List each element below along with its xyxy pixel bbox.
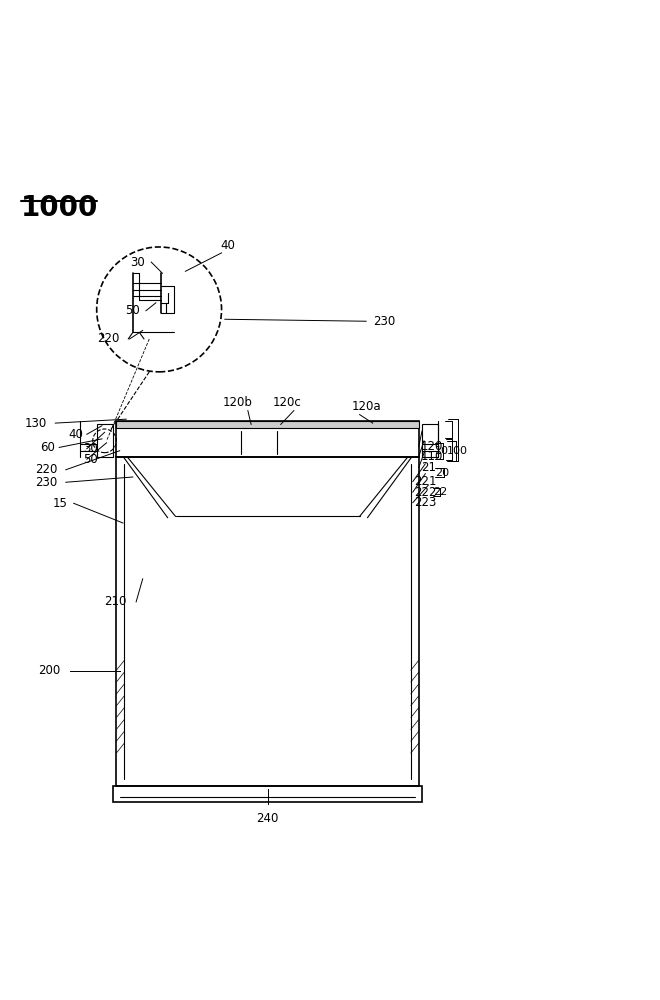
Text: 10: 10 xyxy=(435,446,449,456)
Text: 200: 200 xyxy=(38,664,61,677)
Text: 210: 210 xyxy=(104,595,126,608)
Text: 50: 50 xyxy=(84,453,98,466)
Bar xyxy=(116,457,418,786)
Text: 30: 30 xyxy=(130,256,145,269)
Bar xyxy=(113,786,422,802)
Text: 220: 220 xyxy=(97,332,119,345)
Text: 20: 20 xyxy=(435,468,449,478)
Text: 40: 40 xyxy=(220,239,236,252)
Text: 130: 130 xyxy=(25,417,48,430)
Text: 230: 230 xyxy=(35,476,57,489)
Text: 230: 230 xyxy=(373,315,395,328)
Text: 120: 120 xyxy=(420,440,443,453)
Text: 120c: 120c xyxy=(273,396,302,409)
Text: 15: 15 xyxy=(52,497,67,510)
Text: 60: 60 xyxy=(40,441,55,454)
Text: 120b: 120b xyxy=(223,396,253,409)
Bar xyxy=(96,424,113,457)
Text: 222: 222 xyxy=(414,486,437,499)
Bar xyxy=(116,421,418,428)
Text: 30: 30 xyxy=(84,442,98,455)
Text: 220: 220 xyxy=(35,463,57,476)
Text: 240: 240 xyxy=(256,812,279,825)
Text: 40: 40 xyxy=(69,428,84,441)
Bar xyxy=(422,424,438,457)
Text: 110: 110 xyxy=(420,450,443,463)
Text: 1000: 1000 xyxy=(21,194,98,222)
Text: 100: 100 xyxy=(447,446,468,456)
Text: 223: 223 xyxy=(414,496,436,509)
Text: 221: 221 xyxy=(414,475,437,488)
Text: 22: 22 xyxy=(433,487,447,497)
Text: 120a: 120a xyxy=(351,400,381,413)
Text: 21: 21 xyxy=(420,461,436,474)
Bar xyxy=(116,421,418,457)
Text: 50: 50 xyxy=(125,304,139,317)
